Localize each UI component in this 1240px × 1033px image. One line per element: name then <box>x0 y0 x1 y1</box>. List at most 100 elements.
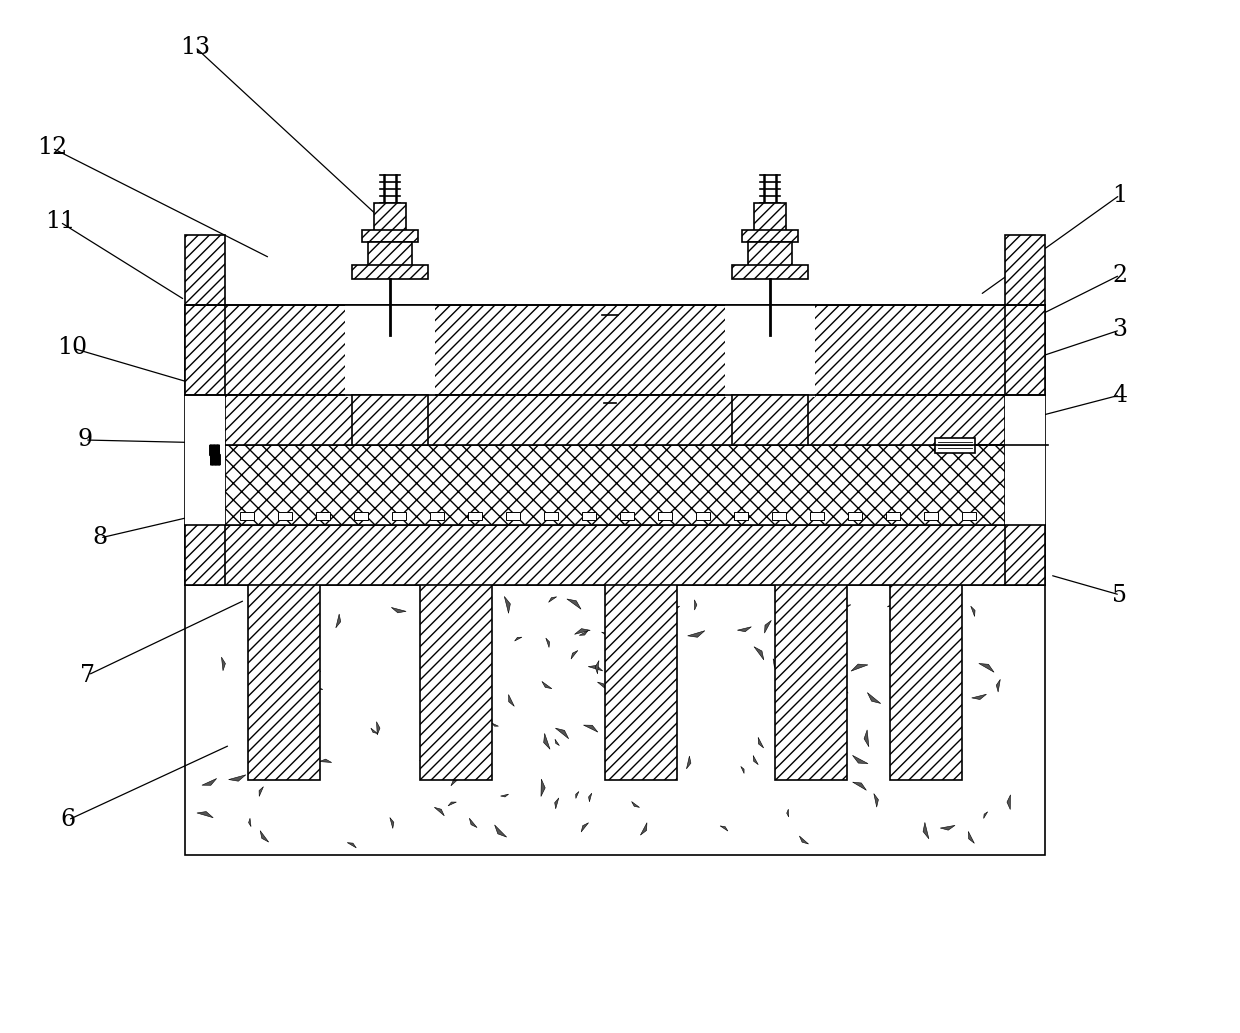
Polygon shape <box>319 759 332 762</box>
Polygon shape <box>632 717 640 727</box>
Polygon shape <box>832 595 839 597</box>
Polygon shape <box>787 768 795 775</box>
Polygon shape <box>835 700 841 717</box>
Bar <box>848 512 862 520</box>
Polygon shape <box>556 728 569 739</box>
Polygon shape <box>543 733 551 749</box>
Polygon shape <box>505 596 511 614</box>
Bar <box>810 512 825 520</box>
Bar <box>582 512 596 520</box>
Bar <box>732 395 808 445</box>
Polygon shape <box>608 620 621 627</box>
Bar <box>185 305 224 585</box>
Polygon shape <box>940 825 955 831</box>
Polygon shape <box>429 742 432 751</box>
Polygon shape <box>773 659 776 667</box>
Polygon shape <box>389 817 394 828</box>
Bar <box>924 512 937 520</box>
Bar <box>248 525 320 780</box>
Polygon shape <box>837 604 851 608</box>
Text: 9: 9 <box>77 429 93 451</box>
Polygon shape <box>667 606 680 611</box>
Bar <box>224 395 1004 445</box>
Polygon shape <box>280 744 283 751</box>
Polygon shape <box>853 782 867 790</box>
Polygon shape <box>347 843 356 848</box>
Polygon shape <box>554 797 559 809</box>
Bar <box>316 512 330 520</box>
Polygon shape <box>257 653 273 657</box>
Polygon shape <box>765 621 771 633</box>
Text: 3: 3 <box>1112 318 1127 342</box>
Polygon shape <box>754 647 764 660</box>
Polygon shape <box>392 607 407 613</box>
Polygon shape <box>197 812 213 818</box>
Polygon shape <box>495 825 507 837</box>
Polygon shape <box>978 663 994 672</box>
Polygon shape <box>694 600 697 611</box>
Bar <box>754 204 786 233</box>
Polygon shape <box>971 606 975 617</box>
Bar <box>1004 395 1045 525</box>
Polygon shape <box>314 685 322 690</box>
Bar <box>1004 305 1045 585</box>
Polygon shape <box>795 671 799 684</box>
Bar <box>430 512 444 520</box>
Polygon shape <box>432 629 435 637</box>
Bar <box>467 512 482 520</box>
Bar <box>620 512 634 520</box>
Polygon shape <box>753 755 759 764</box>
Polygon shape <box>248 818 250 826</box>
Polygon shape <box>923 822 929 839</box>
Polygon shape <box>310 671 321 683</box>
Bar <box>775 525 847 780</box>
Polygon shape <box>968 832 975 843</box>
Polygon shape <box>222 657 226 670</box>
Polygon shape <box>453 680 471 686</box>
Polygon shape <box>598 682 606 689</box>
Bar <box>224 445 1004 525</box>
Bar <box>506 512 520 520</box>
Polygon shape <box>556 740 559 746</box>
Bar <box>374 204 405 233</box>
Polygon shape <box>579 631 588 635</box>
Bar <box>352 265 428 279</box>
Polygon shape <box>738 627 751 632</box>
Text: 1: 1 <box>1112 184 1127 207</box>
Polygon shape <box>588 665 603 671</box>
Bar <box>544 512 558 520</box>
Polygon shape <box>574 629 590 634</box>
Polygon shape <box>813 631 823 638</box>
Polygon shape <box>740 766 744 774</box>
Polygon shape <box>601 632 614 636</box>
Polygon shape <box>800 836 808 844</box>
Polygon shape <box>259 787 263 796</box>
Polygon shape <box>852 755 868 763</box>
Polygon shape <box>640 822 647 835</box>
Bar <box>725 305 815 397</box>
Bar <box>185 234 224 305</box>
Text: 13: 13 <box>180 35 210 59</box>
Polygon shape <box>893 631 901 646</box>
Polygon shape <box>791 743 804 747</box>
Polygon shape <box>786 809 789 817</box>
Polygon shape <box>687 756 691 769</box>
Polygon shape <box>812 649 816 661</box>
Polygon shape <box>434 808 444 816</box>
Bar <box>345 305 435 397</box>
Polygon shape <box>842 685 848 693</box>
Polygon shape <box>983 812 988 818</box>
Polygon shape <box>942 599 960 603</box>
Polygon shape <box>548 597 557 602</box>
Polygon shape <box>631 802 640 808</box>
Polygon shape <box>1007 794 1011 810</box>
Polygon shape <box>851 664 868 671</box>
Polygon shape <box>309 772 320 775</box>
Polygon shape <box>595 660 599 674</box>
Polygon shape <box>515 637 522 641</box>
Polygon shape <box>720 826 728 832</box>
Text: 4: 4 <box>1112 383 1127 407</box>
Polygon shape <box>584 725 598 732</box>
Polygon shape <box>371 728 378 733</box>
Bar <box>185 525 1045 585</box>
